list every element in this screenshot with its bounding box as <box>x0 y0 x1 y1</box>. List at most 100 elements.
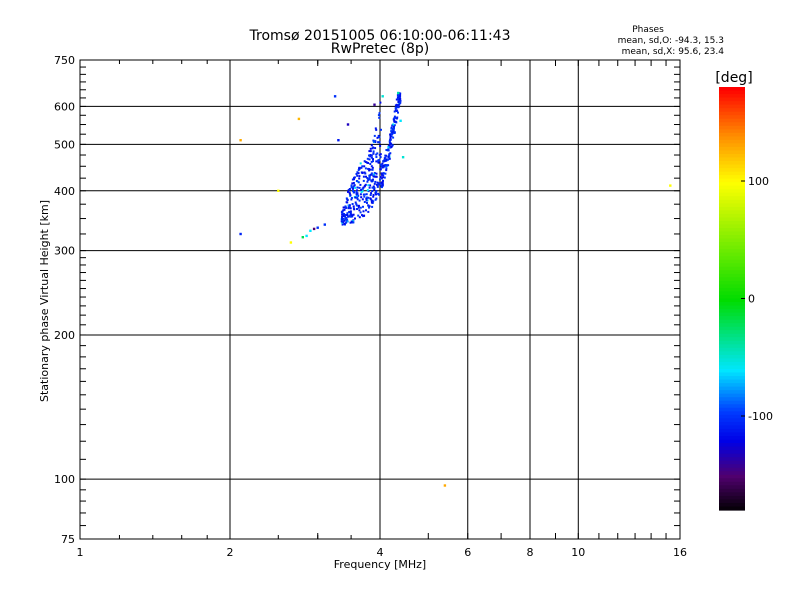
trace-point <box>361 187 364 190</box>
trace-point <box>391 144 394 147</box>
colorbar-segment <box>719 397 745 402</box>
trace-point <box>392 131 395 134</box>
trace-point <box>385 149 388 151</box>
trace-point <box>374 127 377 130</box>
trace-point <box>348 206 351 209</box>
trace-point <box>390 135 393 138</box>
colorbar-segment <box>719 90 745 95</box>
trace-point <box>358 186 361 189</box>
trace-point <box>359 206 362 209</box>
trace-point <box>343 219 346 222</box>
trace-point <box>386 164 389 167</box>
trace-point <box>371 168 374 171</box>
trace-point <box>375 193 377 196</box>
data-point <box>333 95 337 98</box>
trace-point <box>397 111 399 114</box>
trace-point <box>358 167 361 170</box>
trace-point <box>373 182 376 185</box>
trace-point <box>389 137 392 139</box>
trace-point <box>376 184 379 187</box>
trace-point <box>393 117 396 120</box>
x-tick-label: 8 <box>527 546 534 559</box>
colorbar-segment <box>719 337 745 342</box>
trace-point <box>384 156 387 159</box>
trace-point <box>341 215 344 218</box>
trace-point <box>350 184 353 187</box>
trace-point <box>393 115 396 118</box>
trace-point <box>364 172 367 175</box>
trace-point <box>371 147 374 150</box>
trace-point <box>351 178 354 181</box>
trace-point <box>379 168 382 171</box>
trace-point <box>386 158 389 161</box>
trace-point <box>357 206 360 209</box>
trace-point <box>377 114 380 117</box>
trace-point <box>369 154 372 156</box>
trace-point <box>387 155 390 158</box>
trace-point <box>347 190 349 193</box>
trace-point <box>348 192 351 195</box>
trace-point <box>365 175 367 178</box>
trace-point <box>344 215 347 218</box>
x-tick-label: 10 <box>571 546 585 559</box>
colorbar-segment <box>719 450 745 455</box>
trace-point <box>356 171 359 174</box>
trace-point <box>359 162 362 165</box>
trace-point <box>375 191 377 194</box>
trace-point <box>366 161 368 164</box>
trace-point <box>364 167 367 170</box>
colorbar-segment <box>719 333 745 338</box>
trace-point <box>366 157 369 160</box>
data-point <box>297 117 301 121</box>
colorbar-segment <box>719 319 745 324</box>
trace-point <box>347 204 350 207</box>
trace-point <box>363 214 366 217</box>
trace-point <box>384 172 387 175</box>
trace-point <box>373 134 376 137</box>
colorbar-segment <box>719 168 745 173</box>
trace-point <box>392 136 395 139</box>
colorbar-segment <box>719 213 745 219</box>
trace-point <box>349 215 352 218</box>
trace-point <box>370 144 373 147</box>
trace-point <box>341 212 344 215</box>
trace-point <box>393 110 396 113</box>
trace-point <box>396 106 399 109</box>
x-tick-label: 16 <box>673 546 687 559</box>
trace-point <box>387 146 390 149</box>
colorbar-segment <box>719 150 745 155</box>
chart-title: Tromsø 20151005 06:10:00-06:11:43 <box>249 28 511 44</box>
trace-point <box>372 187 375 190</box>
y-tick-label: 200 <box>54 329 75 342</box>
trace-point <box>389 133 392 136</box>
trace-point <box>372 152 375 155</box>
trace-point <box>371 166 374 169</box>
colorbar-segment <box>719 354 745 360</box>
colorbar-segment <box>719 291 745 296</box>
colorbar-segment <box>719 97 745 102</box>
trace-point <box>381 182 384 185</box>
trace-point <box>370 200 373 202</box>
x-tick-label: 2 <box>227 546 234 559</box>
trace-point <box>379 153 382 156</box>
colorbar-segment <box>719 111 745 116</box>
trace-point <box>348 188 351 191</box>
y-tick-label: 300 <box>54 245 75 258</box>
colorbar-segment <box>719 224 745 229</box>
trace-point <box>350 213 353 216</box>
trace-point <box>346 212 349 215</box>
trace-point <box>375 197 378 200</box>
trace-point <box>361 198 364 201</box>
colorbar-segment <box>719 316 745 321</box>
trace-point <box>349 210 352 213</box>
trace-point <box>366 180 369 183</box>
trace-point <box>347 189 350 192</box>
trace-point <box>395 98 398 101</box>
colorbar-segment <box>719 270 745 275</box>
trace-point <box>368 154 370 157</box>
trace-point <box>374 140 377 143</box>
trace-point <box>355 190 358 193</box>
data-point <box>401 156 405 159</box>
colorbar-segment <box>719 471 745 476</box>
trace-point <box>381 183 384 186</box>
